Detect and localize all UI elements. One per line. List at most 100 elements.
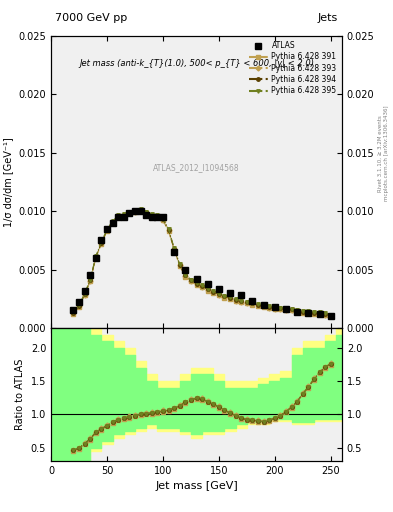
ATLAS xyxy=(105,226,109,232)
Pythia 6.428 391 xyxy=(289,307,294,313)
Pythia 6.428 391 xyxy=(278,306,283,312)
Pythia 6.428 394 xyxy=(312,310,316,316)
Pythia 6.428 393 xyxy=(317,310,322,316)
Pythia 6.428 395 xyxy=(200,282,204,288)
ATLAS xyxy=(144,211,149,218)
ATLAS xyxy=(132,208,137,214)
Pythia 6.428 393 xyxy=(300,309,305,315)
ATLAS xyxy=(329,313,333,319)
Pythia 6.428 391 xyxy=(211,290,216,296)
Pythia 6.428 394 xyxy=(161,216,165,222)
Pythia 6.428 391 xyxy=(88,278,93,284)
Text: Jet mass (anti-k_{T}(1.0), 500< p_{T} < 600, |y| < 2.0): Jet mass (anti-k_{T}(1.0), 500< p_{T} < … xyxy=(79,59,314,68)
Pythia 6.428 394 xyxy=(149,211,154,218)
Pythia 6.428 391 xyxy=(138,208,143,214)
Text: ATLAS_2012_I1094568: ATLAS_2012_I1094568 xyxy=(153,163,240,172)
Pythia 6.428 395 xyxy=(194,280,199,286)
Pythia 6.428 391 xyxy=(217,292,221,298)
Pythia 6.428 395 xyxy=(71,309,76,315)
Pythia 6.428 393 xyxy=(261,303,266,309)
ATLAS xyxy=(295,309,299,315)
Pythia 6.428 391 xyxy=(116,214,121,220)
Pythia 6.428 393 xyxy=(200,284,204,290)
Pythia 6.428 394 xyxy=(116,213,121,219)
Pythia 6.428 391 xyxy=(300,310,305,316)
Pythia 6.428 393 xyxy=(116,214,121,220)
Line: Pythia 6.428 395: Pythia 6.428 395 xyxy=(72,208,332,316)
Pythia 6.428 395 xyxy=(306,308,311,314)
Pythia 6.428 393 xyxy=(71,310,76,316)
Pythia 6.428 391 xyxy=(295,309,299,315)
X-axis label: Jet mass [GeV]: Jet mass [GeV] xyxy=(155,481,238,491)
Pythia 6.428 394 xyxy=(272,305,277,311)
Pythia 6.428 394 xyxy=(110,219,115,225)
Pythia 6.428 395 xyxy=(116,212,121,218)
Pythia 6.428 391 xyxy=(250,302,255,308)
Pythia 6.428 395 xyxy=(217,290,221,296)
Pythia 6.428 394 xyxy=(127,209,132,216)
Pythia 6.428 391 xyxy=(189,278,193,284)
Pythia 6.428 394 xyxy=(172,245,176,251)
Pythia 6.428 391 xyxy=(306,310,311,316)
Pythia 6.428 393 xyxy=(161,217,165,223)
Pythia 6.428 395 xyxy=(233,296,238,303)
Pythia 6.428 391 xyxy=(312,311,316,317)
Pythia 6.428 394 xyxy=(211,289,216,295)
Pythia 6.428 393 xyxy=(105,227,109,233)
Pythia 6.428 391 xyxy=(110,220,115,226)
Pythia 6.428 395 xyxy=(149,211,154,217)
Pythia 6.428 391 xyxy=(149,213,154,219)
Pythia 6.428 391 xyxy=(239,299,244,305)
Pythia 6.428 395 xyxy=(244,298,249,305)
Pythia 6.428 395 xyxy=(127,209,132,215)
ATLAS xyxy=(205,281,210,287)
Pythia 6.428 393 xyxy=(272,306,277,312)
Pythia 6.428 393 xyxy=(155,214,160,220)
Pythia 6.428 395 xyxy=(155,212,160,218)
Pythia 6.428 393 xyxy=(189,278,193,284)
ATLAS xyxy=(250,298,255,304)
Pythia 6.428 394 xyxy=(105,227,109,233)
Pythia 6.428 393 xyxy=(211,289,216,295)
Pythia 6.428 395 xyxy=(88,276,93,283)
Pythia 6.428 391 xyxy=(172,247,176,253)
Pythia 6.428 394 xyxy=(222,293,227,300)
Pythia 6.428 391 xyxy=(329,313,333,319)
Pythia 6.428 393 xyxy=(295,308,299,314)
ATLAS xyxy=(228,290,232,296)
Pythia 6.428 391 xyxy=(94,255,98,261)
Pythia 6.428 394 xyxy=(99,240,104,246)
Pythia 6.428 393 xyxy=(244,300,249,306)
ATLAS xyxy=(94,255,98,261)
Pythia 6.428 394 xyxy=(183,272,188,279)
Pythia 6.428 393 xyxy=(144,210,149,216)
ATLAS xyxy=(82,288,87,294)
Pythia 6.428 394 xyxy=(177,262,182,268)
Pythia 6.428 393 xyxy=(228,295,232,301)
Pythia 6.428 395 xyxy=(267,303,272,309)
Pythia 6.428 391 xyxy=(256,303,261,309)
Pythia 6.428 393 xyxy=(121,212,126,218)
Pythia 6.428 393 xyxy=(77,303,81,309)
Pythia 6.428 394 xyxy=(132,208,137,214)
Pythia 6.428 391 xyxy=(144,210,149,217)
Pythia 6.428 395 xyxy=(228,294,232,300)
Pythia 6.428 395 xyxy=(132,207,137,214)
Pythia 6.428 395 xyxy=(138,206,143,212)
Pythia 6.428 394 xyxy=(71,310,76,316)
Pythia 6.428 391 xyxy=(177,263,182,269)
Pythia 6.428 393 xyxy=(132,209,137,215)
Pythia 6.428 391 xyxy=(205,288,210,294)
Pythia 6.428 395 xyxy=(278,305,283,311)
Pythia 6.428 395 xyxy=(289,306,294,312)
Pythia 6.428 393 xyxy=(127,210,132,216)
ATLAS xyxy=(239,292,244,298)
Pythia 6.428 393 xyxy=(256,302,261,308)
Pythia 6.428 393 xyxy=(222,294,227,300)
ATLAS xyxy=(88,272,93,279)
Pythia 6.428 391 xyxy=(166,228,171,234)
Pythia 6.428 395 xyxy=(329,311,333,317)
ATLAS xyxy=(161,214,165,220)
Pythia 6.428 395 xyxy=(222,293,227,299)
Pythia 6.428 395 xyxy=(99,239,104,245)
